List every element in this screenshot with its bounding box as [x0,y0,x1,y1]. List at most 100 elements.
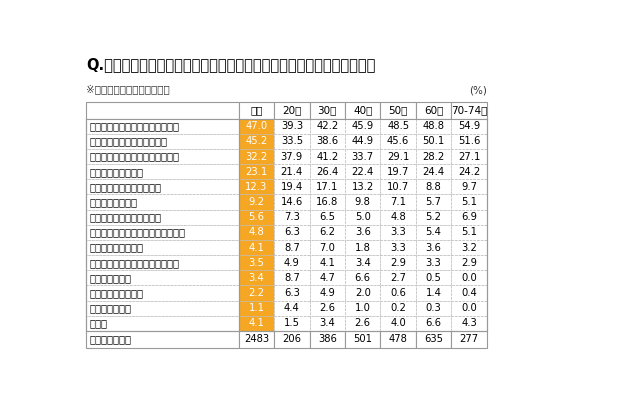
Bar [451,270,487,285]
Text: 0.5: 0.5 [426,273,442,283]
Bar [381,210,416,225]
Text: 20代: 20代 [282,105,301,115]
Text: 4.3: 4.3 [461,318,477,328]
Text: 短期的に運用益を得るため: 短期的に運用益を得るため [90,182,162,192]
Text: 4.7: 4.7 [319,273,336,283]
Text: 60代: 60代 [424,105,443,115]
Bar [451,149,487,164]
Text: 5.4: 5.4 [426,228,442,238]
Text: 19.7: 19.7 [387,167,410,177]
Text: 5.1: 5.1 [461,228,477,238]
Bar [345,225,381,240]
Text: 29.1: 29.1 [387,152,410,162]
Bar [416,149,451,164]
Bar [416,194,451,210]
Bar [239,119,274,134]
Text: 14.6: 14.6 [281,197,303,207]
Bar [416,316,451,331]
Text: 1.4: 1.4 [426,288,442,298]
Bar [310,210,345,225]
Text: 3.2: 3.2 [461,243,477,253]
Bar [310,240,345,255]
Text: 投資の勉強のため: 投資の勉強のため [90,197,137,207]
Bar [274,119,310,134]
Bar [274,225,310,240]
Text: 478: 478 [389,334,408,344]
Text: 38.6: 38.6 [316,137,338,146]
Text: 8.8: 8.8 [426,182,442,192]
Text: 0.0: 0.0 [461,303,477,313]
Bar [416,301,451,316]
Text: 1.5: 1.5 [284,318,300,328]
Text: 2483: 2483 [244,334,269,344]
Bar [239,255,274,270]
Bar [416,102,451,119]
Bar [239,134,274,149]
Text: 6.5: 6.5 [319,212,336,222]
Text: 0.0: 0.0 [461,273,477,283]
Text: 長期の資産形成・資産運用のため: 長期の資産形成・資産運用のため [90,152,180,162]
Text: 33.7: 33.7 [352,152,374,162]
Text: 2.2: 2.2 [249,288,265,298]
Bar [239,316,274,331]
Bar [310,102,345,119]
Bar [416,240,451,255]
Text: 0.4: 0.4 [461,288,477,298]
Text: 12.3: 12.3 [245,182,267,192]
Bar [310,270,345,285]
Bar [416,210,451,225]
Text: 老後・将来の生活資金のため: 老後・将来の生活資金のため [90,137,167,146]
Bar [416,164,451,179]
Bar [310,255,345,270]
Bar [451,331,487,348]
Text: 4.1: 4.1 [319,258,336,268]
Bar [274,255,310,270]
Text: 47.0: 47.0 [245,121,267,131]
Text: 6.6: 6.6 [355,273,371,283]
Text: 6.3: 6.3 [284,288,300,298]
Bar [274,270,310,285]
Bar [416,270,451,285]
Text: 42.2: 42.2 [316,121,339,131]
Text: 5.2: 5.2 [426,212,442,222]
Bar [274,102,310,119]
Text: 4.8: 4.8 [390,212,406,222]
Text: 277: 277 [459,334,478,344]
Text: 27.1: 27.1 [458,152,480,162]
Bar [416,225,451,240]
Bar [274,301,310,316]
Text: 30代: 30代 [317,105,337,115]
Text: 4.9: 4.9 [284,258,300,268]
Text: 24.2: 24.2 [458,167,480,177]
Bar [381,316,416,331]
Bar [239,194,274,210]
Text: 9.7: 9.7 [461,182,477,192]
Bar [345,119,381,134]
Text: 28.2: 28.2 [422,152,445,162]
Bar [274,149,310,164]
Text: 5.7: 5.7 [426,197,442,207]
Text: 6.6: 6.6 [426,318,442,328]
Text: 回答者数（人）: 回答者数（人） [90,334,131,344]
Bar [86,255,239,270]
Text: ※資産形成をしている人のみ: ※資産形成をしている人のみ [86,84,170,94]
Text: 19.4: 19.4 [281,182,303,192]
Text: 5.1: 5.1 [461,197,477,207]
Bar [310,285,345,301]
Text: 21.4: 21.4 [281,167,303,177]
Text: 44.9: 44.9 [352,137,374,146]
Text: 7.3: 7.3 [284,212,300,222]
Bar [345,194,381,210]
Bar [451,316,487,331]
Bar [451,210,487,225]
Text: 33.5: 33.5 [281,137,303,146]
Bar [451,194,487,210]
Text: 41.2: 41.2 [316,152,339,162]
Bar [274,194,310,210]
Bar [310,179,345,194]
Text: その他: その他 [90,318,108,328]
Bar [274,240,310,255]
Text: 24.4: 24.4 [422,167,444,177]
Text: 17.1: 17.1 [316,182,339,192]
Bar [86,225,239,240]
